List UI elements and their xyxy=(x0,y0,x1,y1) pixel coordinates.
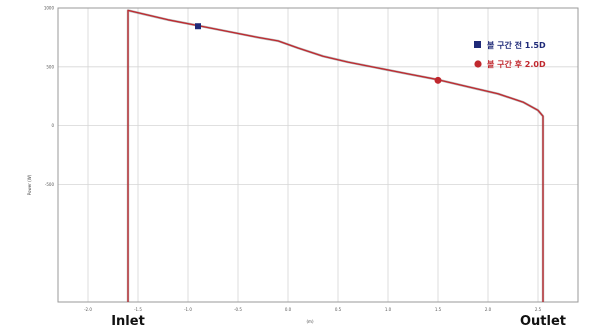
legend-label: 볼 구간 후 2.0D xyxy=(487,59,546,69)
annotations: Inlet Outlet xyxy=(111,314,566,329)
x-axis-title: (m) xyxy=(306,319,313,324)
data-markers xyxy=(195,23,442,84)
y-tick-label: 1000 xyxy=(44,6,55,11)
series-shadow xyxy=(126,9,545,302)
tick-labels: -2.0 -1.5 -1.0 -0.5 0.0 0.5 1.0 1.5 2.0 2.5 1000 50… xyxy=(44,6,542,313)
y-tick-label: -500 xyxy=(45,182,55,187)
x-tick-label: 2.5 xyxy=(535,307,542,312)
series-lines xyxy=(126,9,545,302)
grid-lines xyxy=(58,7,578,302)
x-tick-label: 2.0 xyxy=(485,307,492,312)
plot-frame xyxy=(57,7,579,303)
x-tick-label: -2.0 xyxy=(84,307,92,312)
legend-swatch xyxy=(474,41,481,48)
x-tick-label: 0.5 xyxy=(335,307,342,312)
legend-swatch xyxy=(474,60,482,68)
x-tick-label: -1.5 xyxy=(134,307,142,312)
x-tick-label: 1.5 xyxy=(435,307,442,312)
legend: 볼 구간 전 1.5D 볼 구간 후 2.0D xyxy=(474,40,546,69)
y-tick-label: 500 xyxy=(46,64,54,69)
y-axis-title: Power (W) xyxy=(27,174,32,195)
x-tick-label: 0.0 xyxy=(285,307,292,312)
marker-square xyxy=(195,23,201,30)
series-line-0 xyxy=(127,9,544,302)
annotation-label: Outlet xyxy=(520,314,566,329)
legend-label: 볼 구간 전 1.5D xyxy=(487,40,546,50)
x-tick-label: 1.0 xyxy=(385,307,392,312)
annotation-label: Inlet xyxy=(111,314,145,329)
y-tick-label: 0 xyxy=(51,123,54,128)
marker-circle xyxy=(434,76,442,84)
x-tick-label: -0.5 xyxy=(234,307,242,312)
plot-border xyxy=(57,7,579,303)
x-tick-label: -1.0 xyxy=(184,307,192,312)
